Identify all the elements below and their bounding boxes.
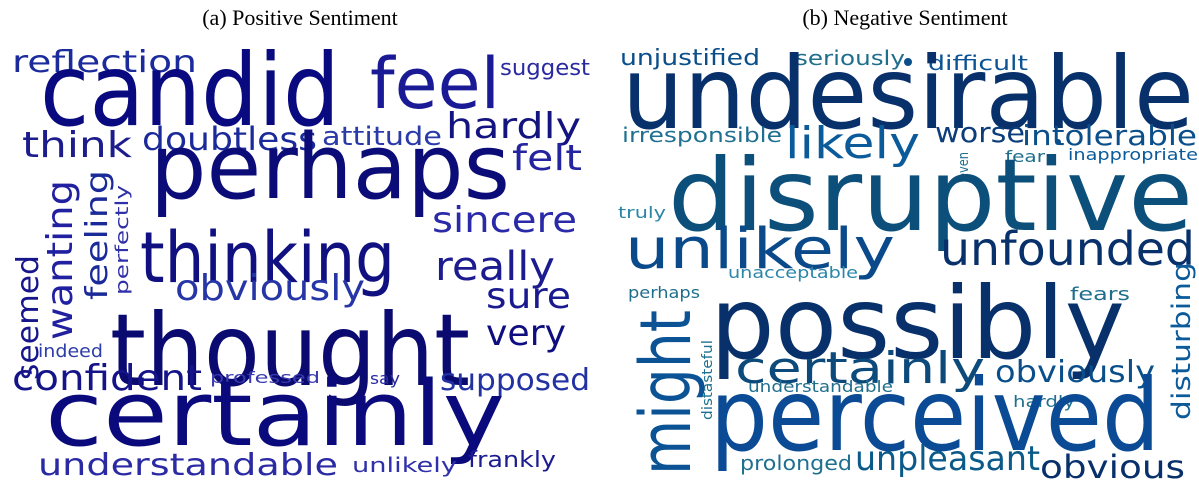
word: undesirable [622, 35, 1194, 152]
word: supposed [440, 363, 590, 398]
word: seemed [11, 255, 46, 380]
word: fears [1070, 284, 1130, 305]
word: hardly [446, 106, 581, 147]
panel-title: (a) Positive Sentiment [202, 5, 398, 30]
word: hardly [1013, 392, 1075, 411]
word: certainly [45, 362, 505, 467]
word: perhaps [628, 283, 700, 302]
word: really [435, 244, 555, 290]
word: irresponsible [622, 123, 782, 147]
word: obviously [175, 268, 365, 309]
word: certainly [735, 343, 985, 394]
word: wanting [40, 180, 81, 340]
word: understandable [38, 448, 338, 483]
word: likely [785, 118, 920, 169]
word: feel [370, 43, 500, 125]
word: unjustified [620, 46, 760, 71]
word: inappropriate [1068, 145, 1198, 164]
word: seriously [795, 46, 905, 70]
word: perfectly [112, 185, 133, 295]
word: truly [618, 203, 666, 222]
word: thought [110, 292, 470, 409]
word: distasteful [700, 340, 716, 420]
word: felt [512, 138, 582, 179]
word: doubtless [142, 120, 317, 158]
word: unfounded [940, 222, 1195, 276]
word: understandable [748, 377, 893, 396]
word: unlikely [352, 453, 457, 477]
word: think [22, 125, 132, 166]
word: say [370, 369, 400, 388]
word: attitude [322, 122, 442, 152]
word: indeed [38, 341, 103, 362]
word: intolerable [1022, 119, 1197, 152]
word: candid [40, 32, 340, 149]
word: perhaps [150, 115, 510, 220]
word: possibly [710, 265, 1125, 382]
word: difficult [928, 51, 1028, 75]
word: suggest [500, 56, 590, 81]
word: unacceptable [728, 263, 858, 282]
word: fear [1005, 147, 1046, 166]
word: unlikely [625, 217, 895, 282]
word: thinking [140, 217, 395, 299]
word: unpleasant [855, 439, 1040, 479]
word: obvious [1040, 448, 1185, 483]
panel-title: (b) Negative Sentiment [802, 5, 1007, 30]
dot [1055, 139, 1061, 145]
word: very [486, 313, 566, 354]
word: confident [12, 358, 202, 399]
word: feeling [80, 170, 115, 300]
word: perceived [710, 357, 1160, 474]
word: worse [935, 116, 1025, 149]
dot [904, 58, 912, 66]
word: frankly [468, 448, 556, 473]
word: disturbing [1167, 262, 1197, 420]
word: disruptive [668, 137, 1193, 254]
word: even [956, 152, 972, 180]
word: prolonged [740, 451, 852, 475]
word: sincere [432, 200, 577, 241]
word: reflection [12, 45, 197, 80]
word: obviously [995, 355, 1155, 390]
word: sure [486, 276, 571, 317]
word: professed [210, 368, 320, 387]
word: might [625, 310, 707, 475]
